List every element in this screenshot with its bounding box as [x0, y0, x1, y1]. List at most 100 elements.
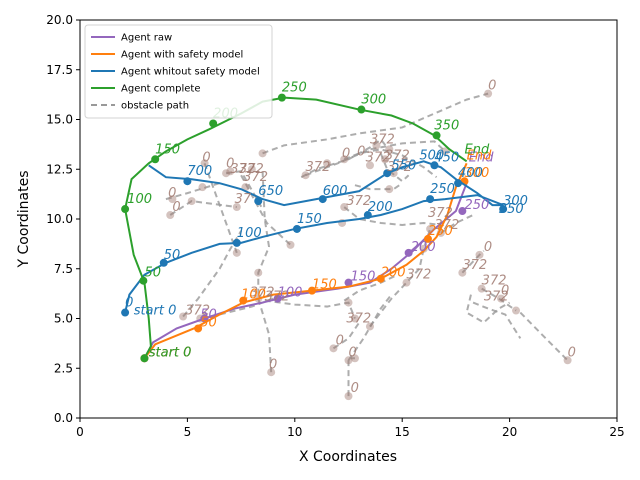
- obstacle-path-line: [379, 152, 410, 183]
- y-tick-label: 10.0: [46, 212, 73, 226]
- legend-entry-agent-whitout-safety-model: Agent whitout safety model: [121, 67, 260, 78]
- obstacle-label: 372: [185, 304, 210, 319]
- obstacle-marker: [458, 268, 467, 277]
- legend-entry-agent-raw: Agent raw: [121, 33, 172, 44]
- y-tick-label: 20.0: [46, 13, 73, 27]
- series-label: 150: [297, 212, 322, 227]
- obstacle-marker: [254, 268, 263, 277]
- obstacle-label: 372: [243, 170, 268, 185]
- obstacle-marker: [301, 171, 310, 180]
- series-label: 100: [241, 288, 266, 303]
- series-marker: [363, 211, 372, 220]
- series-marker: [151, 155, 160, 164]
- series-label: 450: [434, 150, 459, 165]
- obstacle-label: 372: [239, 162, 264, 177]
- series-label: 500: [419, 148, 444, 163]
- series-marker: [232, 238, 241, 247]
- series-label: 50: [200, 315, 217, 330]
- x-tick-label: 15: [395, 425, 410, 439]
- series-agent-complete: [121, 93, 468, 363]
- obstacle-marker: [323, 159, 332, 168]
- series-marker: [404, 248, 413, 257]
- obstacle-marker: [512, 306, 521, 315]
- obstacle-marker: [267, 368, 276, 377]
- obstacle-marker: [477, 284, 486, 293]
- obstacle-marker: [258, 149, 267, 158]
- obstacle-marker: [350, 314, 359, 323]
- obstacle-marker: [166, 211, 175, 220]
- series-label: start 0: [149, 345, 192, 360]
- y-tick-label: 5.0: [54, 312, 73, 326]
- series-label: 300: [464, 166, 489, 181]
- obstacle-label: 0: [351, 381, 359, 396]
- series-marker: [140, 354, 149, 363]
- obstacle-label: 0: [226, 156, 234, 171]
- series-marker: [383, 169, 392, 178]
- obstacle-marker: [365, 161, 374, 170]
- series-label: 0: [125, 296, 133, 311]
- y-tick-label: 15.0: [46, 113, 73, 127]
- x-tick-label: 10: [287, 425, 302, 439]
- series-line: [143, 162, 468, 359]
- series-marker: [357, 105, 366, 114]
- series-label: End: [469, 150, 494, 165]
- obstacle-label: 0: [342, 146, 350, 161]
- series-marker: [423, 234, 432, 243]
- obstacle-path-line: [169, 200, 237, 216]
- obstacle-marker: [340, 155, 349, 164]
- obstacle-marker: [286, 240, 295, 249]
- obstacle-path-line: [182, 230, 242, 318]
- obstacle-marker: [385, 145, 394, 154]
- series-label: 100: [278, 286, 303, 301]
- obstacle-marker: [484, 89, 493, 98]
- obstacle-label: 372: [366, 150, 391, 165]
- obstacle-path-line: [343, 273, 399, 302]
- series-marker: [183, 177, 192, 186]
- obstacle-label: 372: [406, 268, 431, 283]
- obstacle-label: 0: [357, 144, 365, 159]
- series-label: 100: [127, 192, 152, 207]
- obstacle-path-line: [461, 250, 485, 274]
- series-marker: [121, 308, 130, 317]
- obstacle-path-line: [465, 294, 511, 324]
- x-tick-label: 0: [76, 425, 84, 439]
- series-marker: [209, 119, 218, 128]
- series-line: [143, 182, 468, 359]
- y-axis-label: Y Coordinates: [16, 170, 32, 268]
- obstacle-label: 372: [482, 274, 507, 289]
- series-label: 150: [351, 270, 376, 285]
- obstacle-label: 372: [346, 311, 371, 326]
- y-tick-label: 0.0: [54, 411, 73, 425]
- obstacle-label: 372: [346, 194, 371, 209]
- series-label: start 0: [149, 345, 192, 360]
- x-tick-label: 20: [502, 425, 517, 439]
- series-label: 250: [430, 182, 455, 197]
- series-label: 150: [155, 142, 180, 157]
- obstacle-label: 0: [172, 200, 180, 215]
- obstacle-label: 372: [434, 218, 459, 233]
- obstacle-path-line: [347, 357, 355, 397]
- series-marker: [344, 278, 353, 287]
- series-label: 550: [391, 158, 416, 173]
- obstacle-label: 37: [235, 192, 252, 207]
- series-label: start 0: [134, 304, 177, 319]
- series-label: 250: [282, 81, 307, 96]
- obstacle-label: 0: [488, 79, 496, 94]
- x-tick-label: 25: [609, 425, 624, 439]
- legend-box: [84, 24, 273, 119]
- obstacle-marker: [344, 356, 353, 365]
- series-label: 400: [458, 166, 483, 181]
- obstacle-label: 0: [202, 150, 210, 165]
- obstacle-label: 372: [484, 290, 509, 305]
- obstacle-marker: [372, 141, 381, 150]
- series-label: start 0: [149, 345, 192, 360]
- series-marker: [121, 205, 130, 214]
- obstacle-label: 372: [462, 258, 487, 273]
- obstacle-marker: [475, 250, 484, 259]
- obstacle-path-line: [481, 287, 517, 312]
- series-marker: [458, 207, 467, 216]
- obstacle-path-line: [300, 138, 388, 179]
- obstacle-path-line: [305, 140, 446, 177]
- series-marker: [430, 161, 439, 170]
- series-line: [124, 96, 468, 359]
